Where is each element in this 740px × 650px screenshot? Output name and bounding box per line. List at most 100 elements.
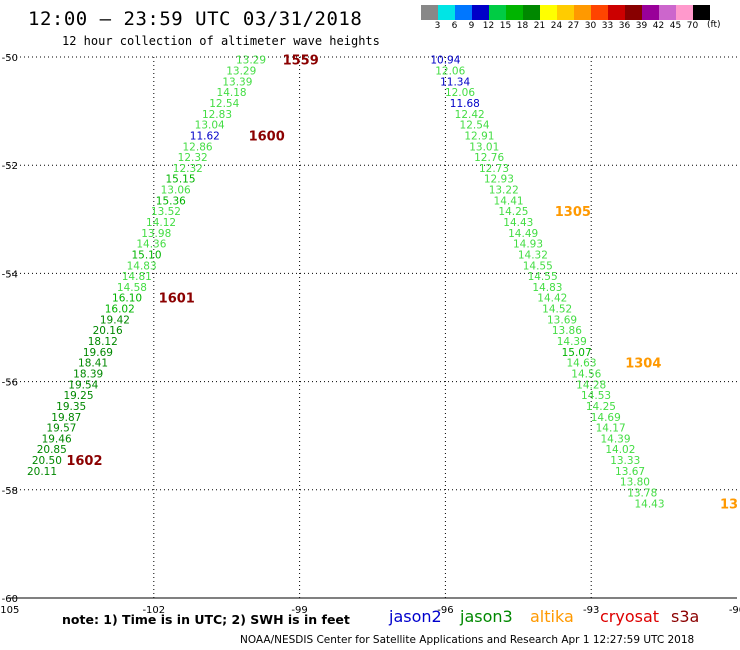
swh-value: 18.41 (78, 358, 108, 370)
swh-value: 13.78 (627, 488, 657, 500)
swh-value: 14.39 (557, 336, 587, 348)
lat-tick-label: -54 (2, 269, 18, 280)
swh-value: 14.25 (586, 401, 616, 413)
swh-value: 12.93 (484, 174, 514, 186)
swh-value: 11.68 (450, 98, 480, 110)
page-subtitle: 12 hour collection of altimeter wave hei… (62, 34, 380, 48)
time-label: 1602 (66, 454, 102, 469)
swh-value: 19.69 (83, 347, 113, 359)
swh-value: 13.98 (141, 228, 171, 240)
color-swatch (659, 5, 676, 20)
lat-tick-label: -58 (2, 486, 18, 497)
time-label: 1601 (159, 292, 195, 307)
swh-value: 20.16 (93, 325, 123, 337)
lat-tick-label: -52 (2, 161, 18, 172)
swh-value: 14.93 (513, 239, 543, 251)
color-swatch (438, 5, 455, 20)
color-swatch (455, 5, 472, 20)
swh-value: 14.63 (566, 358, 596, 370)
swh-value: 14.58 (117, 282, 147, 294)
swh-value: 11.62 (190, 130, 220, 142)
swh-value: 13.29 (226, 66, 256, 78)
legend-cryosat: cryosat (600, 607, 660, 626)
swh-value: 18.12 (88, 336, 118, 348)
time-label: 1304 (625, 357, 661, 372)
color-swatch (506, 5, 523, 20)
swh-value: 14.81 (122, 271, 152, 283)
swh-value: 12.54 (460, 120, 490, 132)
color-scale-label: 27 (567, 21, 580, 31)
swh-value: 11.34 (440, 76, 470, 88)
legend-jason3: jason3 (460, 607, 513, 626)
swh-value: 14.43 (503, 217, 533, 229)
swh-value: 14.17 (596, 423, 626, 435)
swh-value: 14.55 (523, 260, 553, 272)
lon-tick-label: -99 (291, 605, 307, 616)
time-label: 1559 (283, 54, 319, 69)
color-scale-label: 30 (584, 21, 597, 31)
swh-value: 16.02 (105, 304, 135, 316)
swh-value: 14.55 (528, 271, 558, 283)
swh-value: 13.67 (615, 466, 645, 478)
swh-value: 15.36 (156, 195, 186, 207)
swh-value: 12.54 (209, 98, 239, 110)
color-scale-label: 9 (468, 21, 475, 31)
swh-value: 12.32 (173, 163, 203, 175)
swh-value: 13.52 (151, 206, 181, 218)
swh-value: 14.36 (136, 239, 166, 251)
color-swatch (608, 5, 625, 20)
swh-value: 14.02 (605, 444, 635, 456)
swh-value: 10.94 (430, 55, 460, 67)
swh-value: 12.76 (474, 152, 504, 164)
color-swatch (472, 5, 489, 20)
swh-value: 14.32 (518, 249, 548, 261)
color-swatch (676, 5, 693, 20)
swh-value: 13.01 (469, 141, 499, 153)
color-scale-label: 36 (618, 21, 631, 31)
swh-value: 19.35 (56, 401, 86, 413)
color-scale-label: 39 (635, 21, 648, 31)
swh-value: 13.33 (610, 455, 640, 467)
swh-value: 19.87 (51, 412, 81, 424)
swh-value: 14.39 (600, 433, 630, 445)
swh-value: 15.15 (165, 174, 195, 186)
credit-line: NOAA/NESDIS Center for Satellite Applica… (240, 634, 695, 646)
footer-note: note: 1) Time is in UTC; 2) SWH is in fe… (62, 612, 350, 627)
swh-value: 13.06 (161, 185, 191, 197)
swh-value: 14.41 (494, 195, 524, 207)
swh-value: 12.42 (455, 109, 485, 121)
color-swatch (557, 5, 574, 20)
swh-value: 19.46 (42, 433, 72, 445)
swh-value: 12.83 (202, 109, 232, 121)
swh-value: 13.80 (620, 477, 650, 489)
color-swatch (523, 5, 540, 20)
legend-altika: altika (530, 607, 574, 626)
swh-value: 19.54 (68, 379, 98, 391)
legend-s3a: s3a (671, 607, 700, 626)
color-scale (421, 5, 710, 20)
swh-value: 20.85 (37, 444, 67, 456)
color-scale-labels: 3 6 9 12 15 18 21 24 27 30 33 36 39 42 45 70 (421, 21, 701, 31)
swh-value: 20.11 (27, 466, 57, 478)
swh-value: 14.83 (532, 282, 562, 294)
swh-value: 13.22 (489, 185, 519, 197)
time-label: 13 (720, 497, 738, 512)
swh-value: 14.52 (542, 304, 572, 316)
color-scale-spacer (421, 21, 429, 31)
color-scale-label: 33 (601, 21, 614, 31)
swh-value: 14.42 (537, 293, 567, 305)
swh-value: 12.86 (183, 141, 213, 153)
swh-value: 13.69 (547, 314, 577, 326)
color-scale-label: 70 (686, 21, 699, 31)
color-swatch (489, 5, 506, 20)
time-label: 1305 (555, 205, 591, 220)
swh-value: 13.04 (195, 120, 225, 132)
lat-tick-label: -50 (2, 53, 18, 64)
color-swatch (574, 5, 591, 20)
color-scale-unit: (ft) (707, 20, 721, 30)
swh-value: 14.18 (217, 87, 247, 99)
swh-value: 13.29 (236, 55, 266, 67)
swh-value: 12.06 (435, 66, 465, 78)
swh-value: 20.50 (32, 455, 62, 467)
swh-value: 14.83 (127, 260, 157, 272)
